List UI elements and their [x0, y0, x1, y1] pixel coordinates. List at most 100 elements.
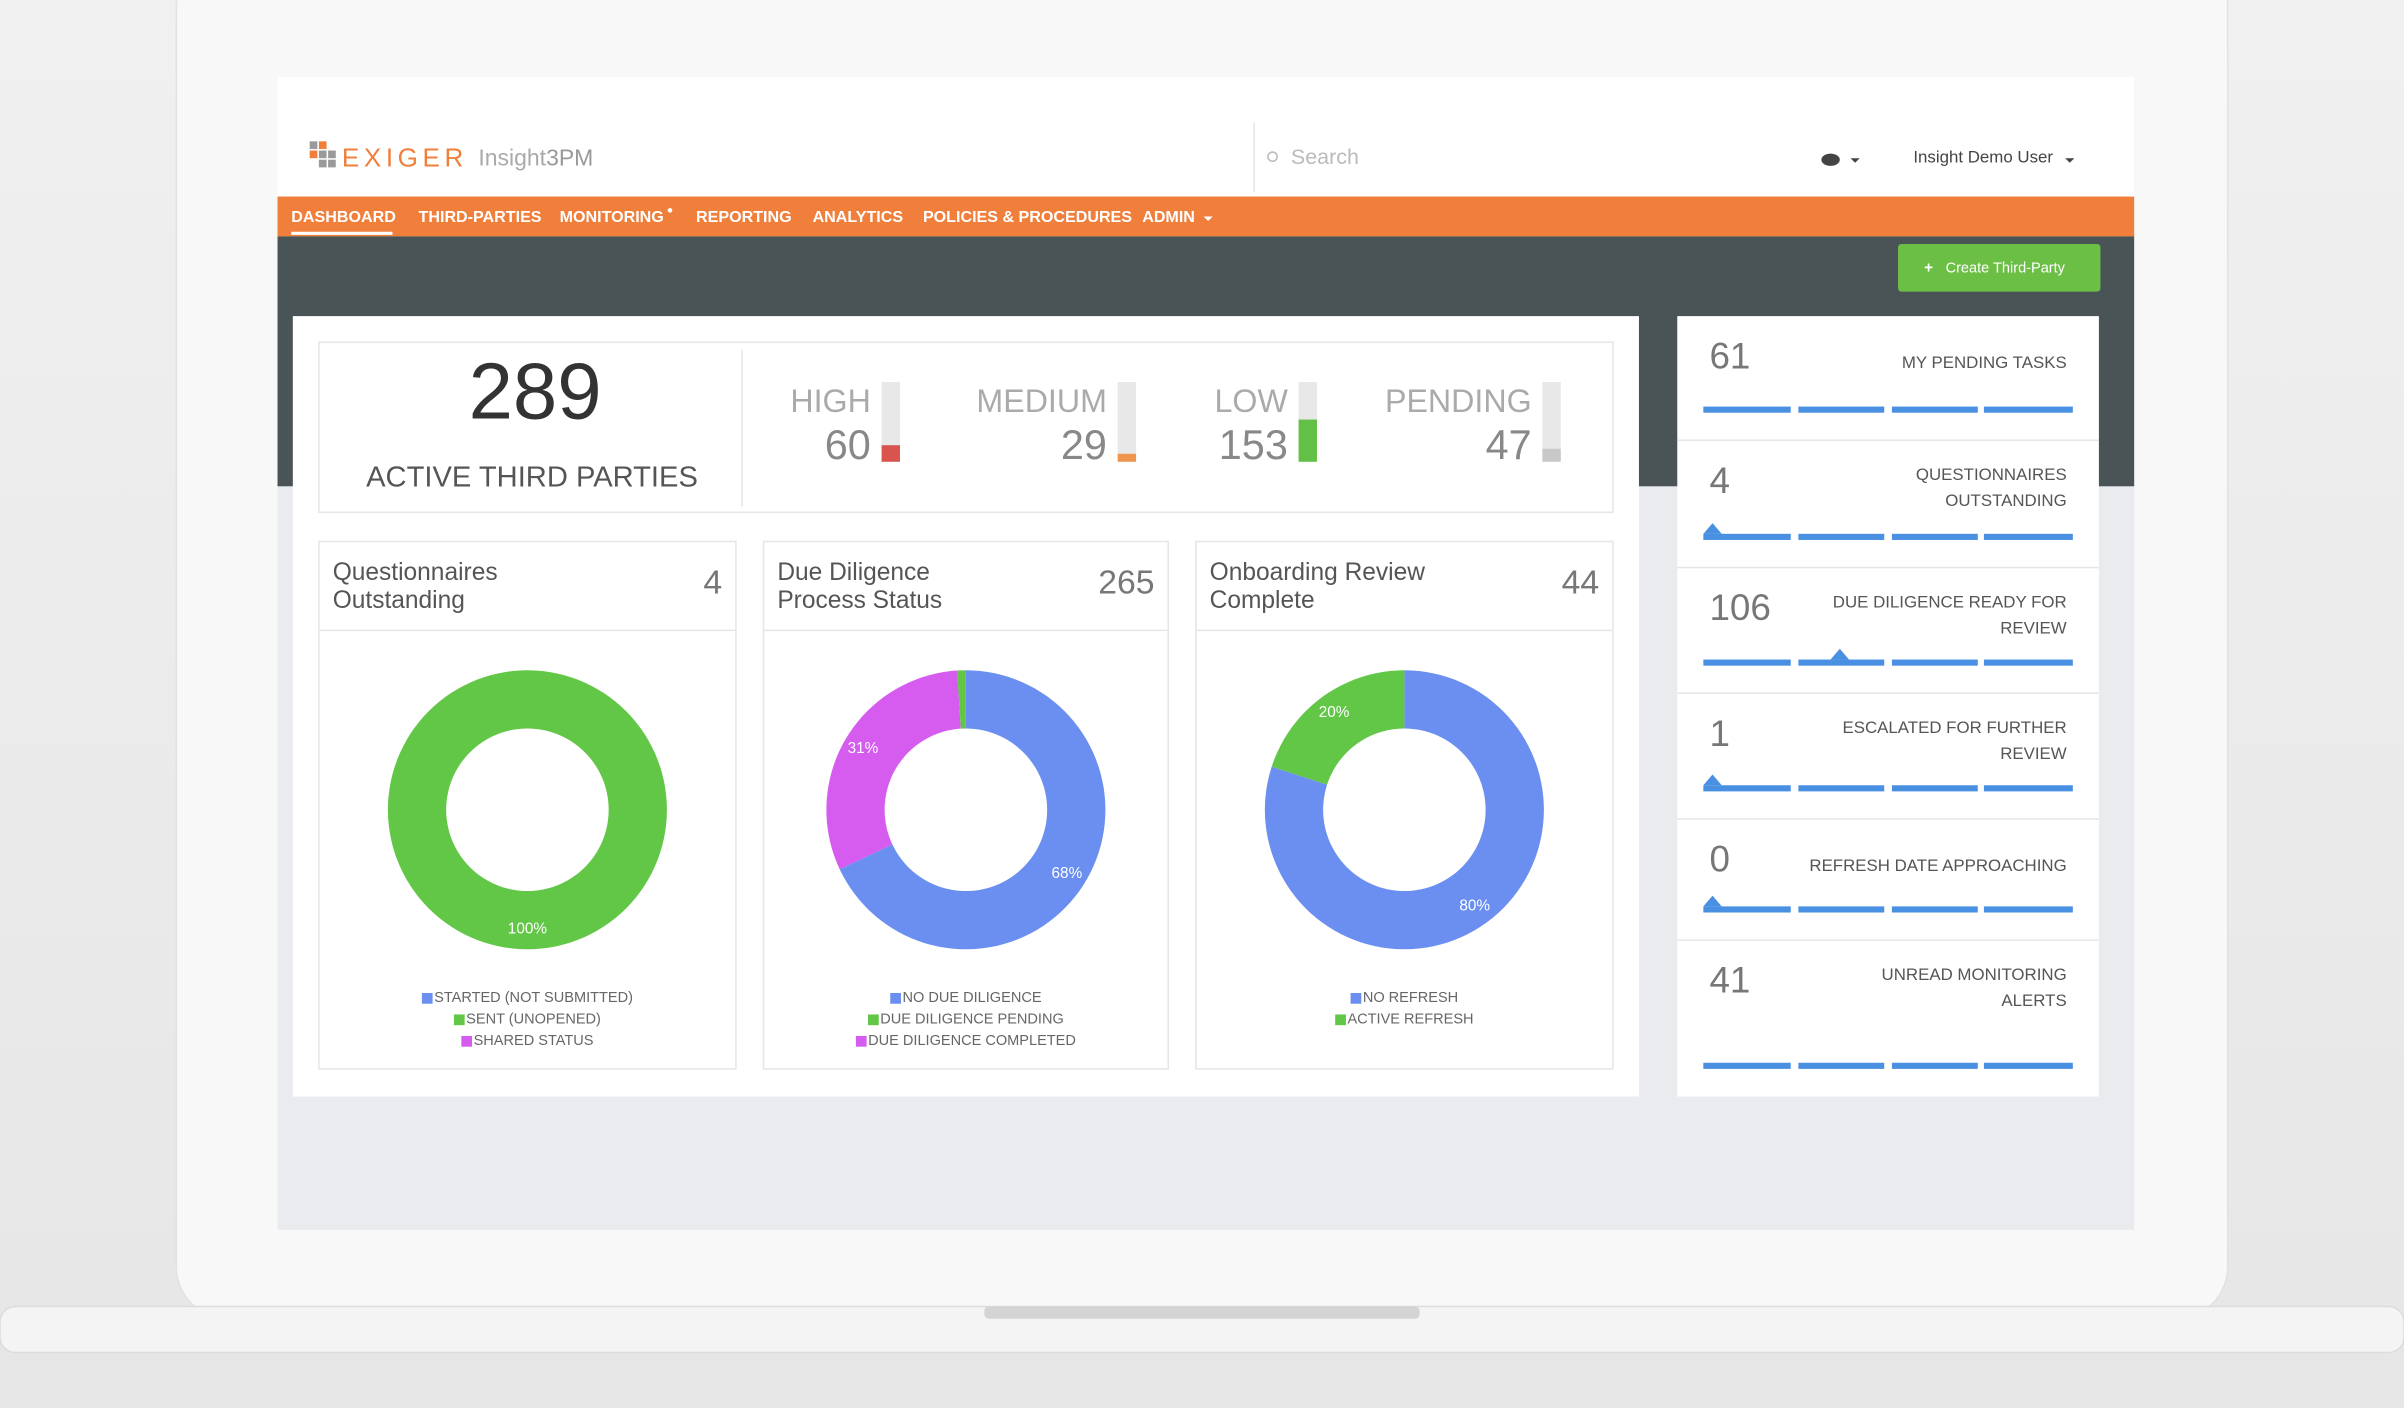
- nav-item[interactable]: REPORTING: [696, 208, 792, 226]
- sparkline-segment: [1798, 406, 1885, 413]
- legend-label: STARTED (NOT SUBMITTED): [434, 990, 633, 1006]
- product-name: Insight3PM: [478, 145, 593, 171]
- sparkline-segment: [1798, 659, 1885, 666]
- search-icon: [1267, 151, 1278, 163]
- sparkline-segment: [1703, 1062, 1791, 1069]
- risk-label: HIGH: [790, 383, 870, 419]
- task-label: QUESTIONNAIRES: [1916, 465, 2067, 484]
- create-button-label[interactable]: Create Third-Party: [1946, 260, 2066, 276]
- task-label: DUE DILIGENCE READY FOR: [1833, 592, 2067, 611]
- product-suffix: 3PM: [546, 145, 593, 171]
- risk-gauge-track: [1117, 382, 1137, 462]
- sparkline-segment: [1983, 1062, 2073, 1069]
- sparkline-segment: [1983, 533, 2073, 540]
- total-label: ACTIVE THIRD PARTIES: [366, 461, 698, 493]
- chart-count: 265: [1098, 563, 1154, 601]
- nav-item[interactable]: ADMIN: [1142, 208, 1195, 226]
- risk-value: 47: [1486, 422, 1532, 468]
- chart-title: Outstanding: [333, 587, 465, 614]
- dropdown-caret[interactable]: [1850, 158, 1860, 163]
- sparkline-segment: [1891, 1062, 1978, 1069]
- nav-item[interactable]: THIRD-PARTIES: [419, 208, 542, 226]
- risk-value: 29: [1061, 422, 1107, 468]
- legend-swatch: [1350, 993, 1362, 1004]
- legend-label: DUE DILIGENCE COMPLETED: [868, 1033, 1076, 1049]
- chart-title: Onboarding Review: [1210, 559, 1426, 586]
- logo: EXIGER: [342, 143, 468, 173]
- sparkline-peak: [1703, 523, 1722, 534]
- nav-item[interactable]: POLICIES & PROCEDURES: [923, 208, 1132, 226]
- nav-item[interactable]: DASHBOARD: [291, 208, 396, 226]
- sparkline-segment: [1983, 659, 2073, 666]
- donut-label: 100%: [508, 920, 548, 937]
- user-menu[interactable]: Insight Demo User: [1913, 148, 2053, 167]
- legend-label: SENT (UNOPENED): [466, 1012, 601, 1028]
- sparkline-peak: [1830, 648, 1849, 660]
- sparkline-segment: [1983, 906, 2073, 913]
- chart-title: Process Status: [777, 587, 942, 614]
- risk-gauge-track: [1542, 382, 1561, 462]
- tasks-panel: [1677, 316, 2099, 1097]
- sparkline-peak: [1703, 895, 1722, 907]
- risk-label: PENDING: [1385, 383, 1532, 419]
- create-button-icon: +: [1924, 260, 1933, 277]
- sparkline-segment: [1703, 533, 1791, 540]
- chart-count: 44: [1562, 563, 1600, 601]
- create-button[interactable]: [1898, 244, 2101, 292]
- task-label: REFRESH DATE APPROACHING: [1809, 856, 2066, 875]
- risk-value: 60: [825, 422, 871, 468]
- task-label: ESCALATED FOR FURTHER: [1843, 718, 2067, 737]
- search-input[interactable]: Search: [1291, 145, 1359, 169]
- sparkline-segment: [1703, 906, 1791, 913]
- nav-item[interactable]: ANALYTICS: [813, 208, 904, 226]
- risk-gauge-fill: [881, 445, 900, 462]
- nav-badge: [667, 208, 673, 213]
- dropdown-caret[interactable]: [2065, 158, 2075, 163]
- summary-box: [318, 341, 1614, 514]
- product-prefix: Insight: [478, 145, 546, 171]
- sparkline-segment: [1891, 659, 1978, 666]
- chart-title: Questionnaires: [333, 559, 498, 586]
- nav-item[interactable]: MONITORING: [560, 208, 664, 226]
- nav: DASHBOARD THIRD-PARTIES MONITORING REPORTIN…: [291, 208, 1213, 235]
- sparkline-segment: [1983, 785, 2073, 792]
- donut-segment: [1264, 670, 1544, 950]
- task-label: OUTSTANDING: [1945, 491, 2066, 510]
- view-icon[interactable]: [1821, 153, 1840, 166]
- chart-title: Complete: [1210, 587, 1315, 614]
- risk-value: 153: [1219, 422, 1288, 468]
- risk-label: MEDIUM: [976, 383, 1107, 419]
- sparkline-segment: [1891, 406, 1978, 413]
- total-count: 289: [469, 346, 602, 435]
- chart-title: Due Diligence: [777, 559, 930, 586]
- legend-swatch: [421, 993, 433, 1004]
- donut-segment: [826, 670, 961, 870]
- legend-swatch: [461, 1035, 473, 1047]
- logo-mark: [309, 141, 336, 168]
- task-count: 61: [1709, 336, 1750, 377]
- donut-label: 31%: [848, 740, 879, 757]
- risk-gauge-track: [881, 382, 900, 462]
- task-label: MY PENDING TASKS: [1902, 353, 2067, 372]
- legend-label: SHARED STATUS: [474, 1033, 594, 1049]
- sparkline-segment: [1703, 406, 1791, 413]
- legend-label: NO REFRESH: [1363, 990, 1458, 1006]
- task-count: 1: [1709, 713, 1729, 754]
- sparkline-segment: [1703, 659, 1791, 666]
- donut-segment: [1271, 670, 1405, 785]
- risk-gauge-fill: [1298, 419, 1317, 462]
- sparkline-segment: [1798, 906, 1885, 913]
- task-count: 106: [1709, 587, 1770, 628]
- sparkline-segment: [1798, 533, 1885, 540]
- legend-swatch: [868, 1014, 879, 1026]
- task-label: REVIEW: [2000, 618, 2067, 637]
- legend-swatch: [1335, 1014, 1346, 1026]
- task-count: 41: [1709, 960, 1750, 1001]
- donut-segment: [957, 670, 966, 729]
- sparkline-segment: [1703, 785, 1791, 792]
- task-label: UNREAD MONITORING: [1882, 965, 2067, 984]
- task-label: ALERTS: [2001, 991, 2066, 1010]
- legend-label: DUE DILIGENCE PENDING: [880, 1012, 1063, 1028]
